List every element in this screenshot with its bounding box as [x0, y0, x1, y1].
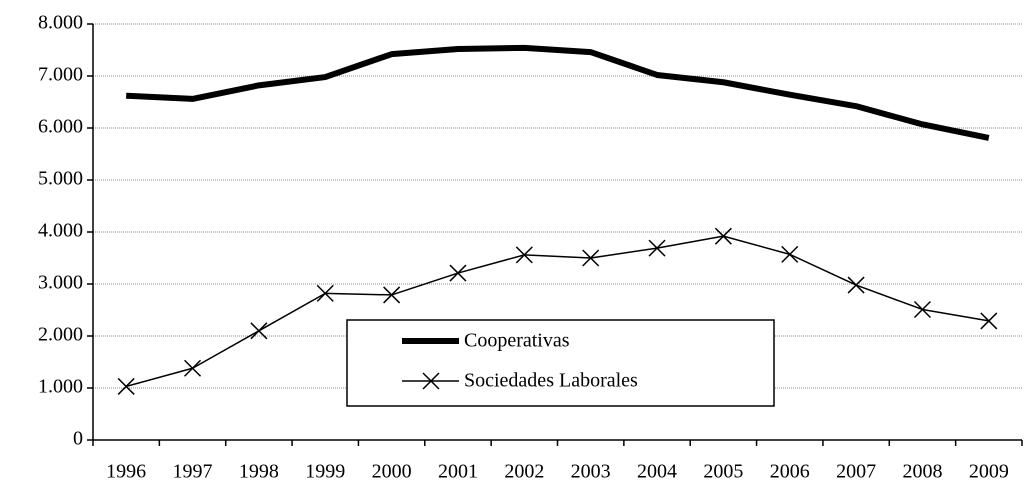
- x-tick-label: 1998: [239, 461, 279, 483]
- marker: [184, 359, 202, 377]
- y-tick-label: 4.000: [38, 220, 83, 242]
- marker: [515, 246, 533, 264]
- legend-label: Sociedades Laborales: [464, 370, 638, 392]
- x-tick-label: 1999: [305, 461, 345, 483]
- marker: [582, 249, 600, 267]
- x-tick-label: 1996: [106, 461, 146, 483]
- y-tick-label: 1.000: [38, 376, 83, 398]
- y-tick-label: 6.000: [38, 116, 83, 138]
- y-tick-label: 3.000: [38, 272, 83, 294]
- marker: [847, 276, 865, 294]
- x-tick-label: 2006: [770, 461, 810, 483]
- legend-label: Cooperativas: [464, 330, 570, 352]
- marker: [714, 227, 732, 245]
- y-tick-label: 7.000: [38, 64, 83, 86]
- series-line: [126, 44, 990, 141]
- marker: [250, 322, 268, 340]
- x-tick-label: 2005: [703, 461, 743, 483]
- marker: [648, 239, 666, 257]
- x-tick-label: 2009: [969, 461, 1009, 483]
- x-tick-label: 2007: [836, 461, 876, 483]
- x-tick-label: 2008: [902, 461, 942, 483]
- marker: [316, 284, 334, 302]
- y-tick-label: 8.000: [38, 12, 83, 34]
- x-tick-label: 2003: [571, 461, 611, 483]
- y-tick-label: 0: [73, 428, 83, 450]
- legend-box: [346, 319, 775, 407]
- marker: [913, 300, 931, 319]
- x-tick-label: 1997: [173, 461, 213, 483]
- marker: [781, 245, 799, 263]
- marker: [383, 286, 401, 304]
- x-tick-label: 2000: [372, 461, 412, 483]
- y-tick-label: 5.000: [38, 168, 83, 190]
- marker: [117, 377, 135, 395]
- marker: [449, 264, 467, 282]
- x-tick-label: 2001: [438, 461, 478, 483]
- series-line: [125, 235, 989, 388]
- marker: [980, 312, 998, 330]
- x-tick-label: 2004: [637, 461, 677, 483]
- legend-marker: [422, 372, 440, 390]
- x-tick-label: 2002: [504, 461, 544, 483]
- y-tick-label: 2.000: [38, 324, 83, 346]
